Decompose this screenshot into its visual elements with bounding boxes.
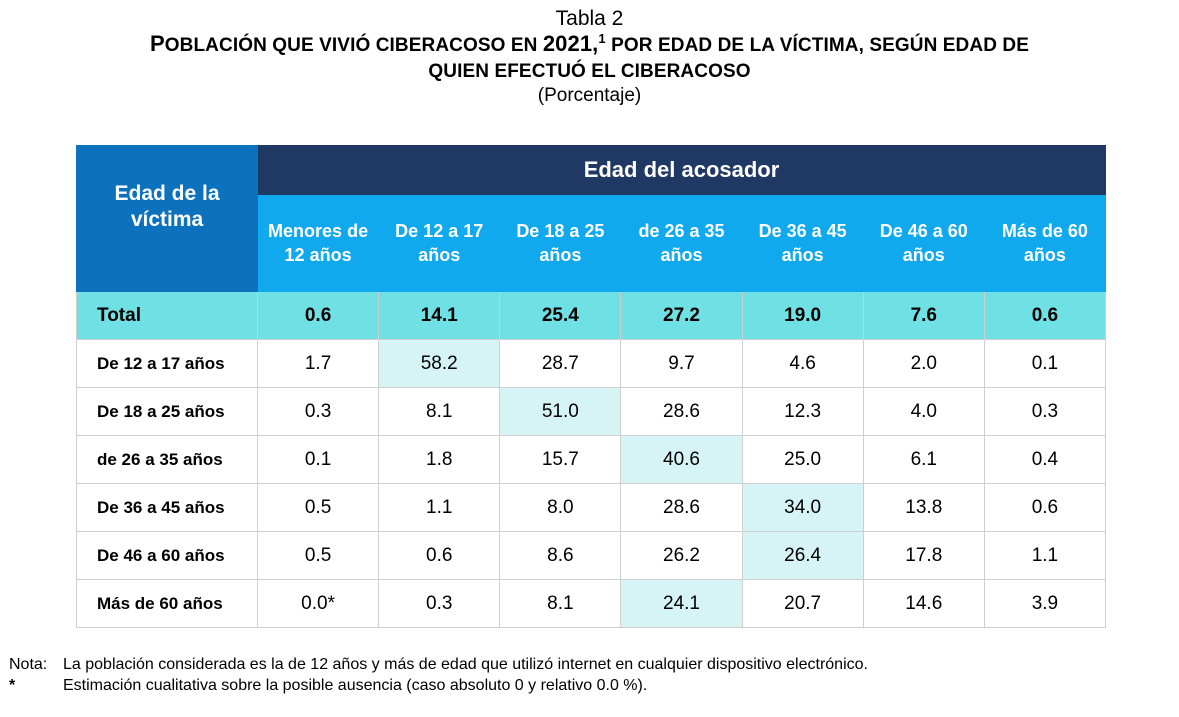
table-cell: 0.6	[983, 291, 1107, 340]
column-header: De 36 a 45 años	[741, 194, 864, 292]
column-header: De 46 a 60 años	[862, 194, 985, 292]
table-row: De 18 a 25 años 0.3 8.1 51.0 28.6 12.3 4.0 0.3	[76, 387, 1107, 436]
table-cell: 20.7	[741, 579, 864, 628]
table-cell: 0.1	[256, 435, 380, 484]
table-cell: 0.6	[256, 291, 380, 340]
table-cell: 15.7	[499, 435, 622, 484]
table-cell: 51.0	[499, 387, 622, 436]
table-cell: 28.6	[620, 483, 743, 532]
table-number: Tabla 2	[555, 7, 624, 30]
table-row: de 26 a 35 años 0.1 1.8 15.7 40.6 25.0 6.1 0.4	[76, 435, 1107, 484]
note-text: Estimación cualitativa sobre la posible …	[63, 677, 648, 694]
column-header: Más de 60 años	[983, 194, 1107, 292]
table-cell: 0.0*	[256, 579, 380, 628]
aggressor-age-header: Edad del acosador	[257, 145, 1106, 195]
table-cell: 34.0	[741, 483, 864, 532]
note-line: * Estimación cualitativa sobre la posibl…	[9, 675, 868, 696]
table-cell: 0.4	[983, 435, 1107, 484]
column-header-row: Menores de 12 años De 12 a 17 años De 18 a…	[77, 194, 1107, 292]
table-title-line-1: POBLACIÓN QUE VIVIÓ CIBERACOSO EN 2021,1…	[150, 31, 1029, 56]
row-label: De 46 a 60 años	[76, 531, 258, 580]
table-cell: 28.6	[620, 387, 743, 436]
table-cell: 1.8	[378, 435, 501, 484]
table-row: De 12 a 17 años 1.7 58.2 28.7 9.7 4.6 2.0 0.1	[76, 339, 1107, 388]
table-cell: 0.6	[378, 531, 501, 580]
table-cell: 28.7	[499, 339, 622, 388]
column-header: de 26 a 35 años	[620, 194, 743, 292]
table-cell: 0.5	[256, 483, 380, 532]
column-header: De 12 a 17 años	[378, 194, 501, 292]
table-row: Más de 60 años 0.0* 0.3 8.1 24.1 20.7 14.6 3.9	[76, 579, 1107, 628]
table-cell: 24.1	[620, 579, 743, 628]
table-cell: 8.1	[378, 387, 501, 436]
table-cell: 2.0	[862, 339, 985, 388]
table-cell: 1.7	[256, 339, 380, 388]
table-cell: 40.6	[620, 435, 743, 484]
table-cell: 7.6	[862, 291, 985, 340]
table-row: De 46 a 60 años 0.5 0.6 8.6 26.2 26.4 17.8 1.1	[76, 531, 1107, 580]
table-cell: 0.5	[256, 531, 380, 580]
column-header: De 18 a 25 años	[499, 194, 622, 292]
note-mark: *	[9, 677, 16, 694]
table-cell: 8.0	[499, 483, 622, 532]
table-cell: 0.6	[983, 483, 1107, 532]
data-table: Edad de la víctima Edad del acosador Men…	[76, 145, 1107, 628]
table-cell: 58.2	[378, 339, 501, 388]
row-label: De 18 a 25 años	[76, 387, 258, 436]
row-label: Total	[76, 291, 258, 340]
table-cell: 19.0	[741, 291, 864, 340]
table-cell: 4.0	[862, 387, 985, 436]
table-caption: Tabla 2 POBLACIÓN QUE VIVIÓ CIBERACOSO E…	[0, 7, 1179, 107]
table-body: Total 0.6 14.1 25.4 27.2 19.0 7.6 0.6 De 12 a 17…	[76, 291, 1107, 628]
table-cell: 0.3	[983, 387, 1107, 436]
table-cell: 0.3	[378, 579, 501, 628]
table-cell: 17.8	[862, 531, 985, 580]
table-cell: 9.7	[620, 339, 743, 388]
table-cell: 27.2	[620, 291, 743, 340]
note-line: Nota: La población considerada es la de …	[9, 654, 868, 675]
table-row: De 36 a 45 años 0.5 1.1 8.0 28.6 34.0 13.8 0.6	[76, 483, 1107, 532]
row-label: De 36 a 45 años	[76, 483, 258, 532]
table-title: POBLACIÓN QUE VIVIÓ CIBERACOSO EN 2021,1…	[0, 31, 1179, 85]
note-mark: Nota:	[9, 656, 48, 673]
table-cell: 8.1	[499, 579, 622, 628]
table-cell: 0.1	[983, 339, 1107, 388]
table-cell: 12.3	[741, 387, 864, 436]
table-title-line-2: QUIEN EFECTUÓ EL CIBERACOSO	[428, 61, 751, 82]
note-text: La población considerada es la de 12 año…	[63, 656, 868, 673]
footnote-ref: 1	[598, 31, 606, 46]
table-cell: 1.1	[983, 531, 1107, 580]
row-label: De 12 a 17 años	[76, 339, 258, 388]
table-notes: Nota: La población considerada es la de …	[9, 654, 868, 696]
table-cell: 0.3	[256, 387, 380, 436]
table-cell: 26.2	[620, 531, 743, 580]
table-cell: 6.1	[862, 435, 985, 484]
victim-age-header: Edad de la víctima	[76, 145, 258, 292]
total-row: Total 0.6 14.1 25.4 27.2 19.0 7.6 0.6	[76, 291, 1107, 340]
table-cell: 14.6	[862, 579, 985, 628]
row-label: Más de 60 años	[76, 579, 258, 628]
table-cell: 8.6	[499, 531, 622, 580]
row-label: de 26 a 35 años	[76, 435, 258, 484]
table-cell: 26.4	[741, 531, 864, 580]
table-cell: 25.0	[741, 435, 864, 484]
table-subtitle: (Porcentaje)	[537, 85, 642, 106]
table-cell: 3.9	[983, 579, 1107, 628]
table-cell: 4.6	[741, 339, 864, 388]
table-cell: 14.1	[378, 291, 501, 340]
table-cell: 25.4	[499, 291, 622, 340]
column-header: Menores de 12 años	[256, 194, 380, 292]
table-cell: 13.8	[862, 483, 985, 532]
table-cell: 1.1	[378, 483, 501, 532]
